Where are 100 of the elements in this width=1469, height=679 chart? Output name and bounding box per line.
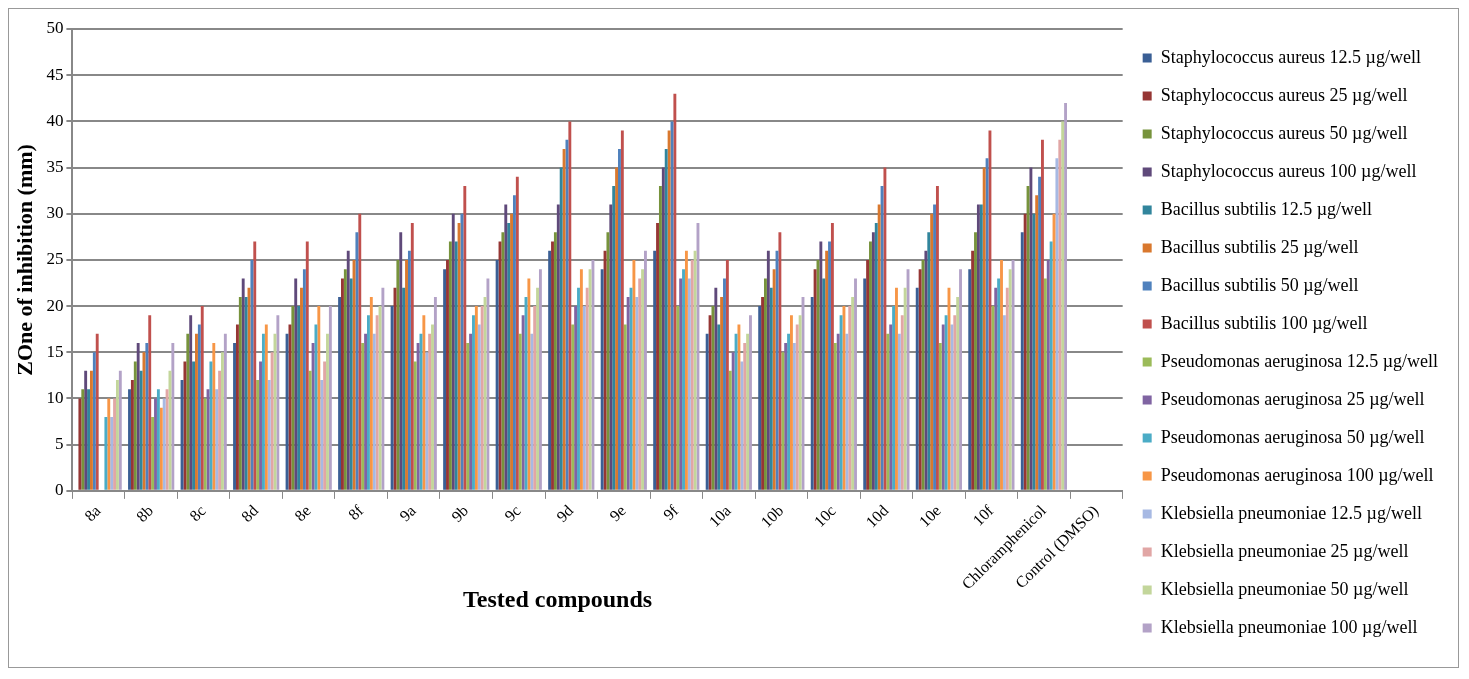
bar xyxy=(941,324,945,490)
bar xyxy=(723,278,726,490)
x-tick-label: 8d xyxy=(237,501,262,526)
bar xyxy=(536,287,539,490)
bar xyxy=(612,186,616,490)
bar xyxy=(720,296,724,490)
bar xyxy=(682,269,685,490)
bar xyxy=(92,352,96,490)
legend-label: Staphylococcus aureus 100 µg/well xyxy=(1160,160,1417,181)
bar xyxy=(472,315,475,490)
bar xyxy=(758,306,762,490)
bar xyxy=(212,343,216,490)
bar xyxy=(501,232,505,490)
bar xyxy=(644,250,647,490)
bar xyxy=(900,315,904,490)
bar xyxy=(661,167,665,490)
bar xyxy=(364,333,367,490)
bar xyxy=(769,287,773,490)
bar xyxy=(705,333,709,490)
bar xyxy=(486,278,490,490)
y-tick-label: 30 xyxy=(46,203,64,223)
bar xyxy=(743,343,747,490)
bar xyxy=(128,389,131,490)
bar xyxy=(866,259,870,490)
x-tick-label: 8c xyxy=(186,501,209,525)
bar xyxy=(953,315,957,490)
x-tick-label: 9b xyxy=(448,501,472,526)
bar xyxy=(982,167,986,490)
bar xyxy=(443,269,447,490)
bar xyxy=(772,269,776,490)
bar xyxy=(81,389,85,490)
bar xyxy=(390,306,394,490)
legend-label: Bacillus subtilis 12.5 µg/well xyxy=(1160,198,1373,219)
bar xyxy=(218,370,222,490)
bar xyxy=(197,324,201,490)
bar xyxy=(830,222,834,490)
bar xyxy=(571,324,575,490)
y-tick-label: 0 xyxy=(54,480,64,500)
bar xyxy=(375,315,379,490)
bar xyxy=(798,315,802,490)
bar xyxy=(410,222,414,490)
bar xyxy=(148,315,152,490)
bar xyxy=(84,370,88,490)
bar xyxy=(623,324,627,490)
x-tick-label: 9c xyxy=(501,501,524,525)
bar xyxy=(676,306,680,490)
bar xyxy=(1005,287,1009,490)
bar xyxy=(159,407,163,490)
bar xyxy=(994,287,998,490)
bar xyxy=(130,380,134,490)
bar xyxy=(784,343,788,490)
x-tick-label: 8f xyxy=(344,501,367,524)
bar xyxy=(89,370,93,490)
bar xyxy=(355,232,359,490)
bar xyxy=(600,269,604,490)
bar xyxy=(504,204,508,490)
y-tick-label: 10 xyxy=(46,387,64,407)
bar xyxy=(871,232,875,490)
bar xyxy=(725,259,729,490)
bar xyxy=(615,167,619,490)
bar xyxy=(974,232,977,490)
bar xyxy=(679,278,683,490)
bar xyxy=(632,259,636,490)
bar xyxy=(515,176,519,490)
bar xyxy=(1049,241,1053,490)
bar xyxy=(270,352,274,490)
bar xyxy=(186,333,190,490)
bar xyxy=(466,343,470,490)
bar xyxy=(684,250,688,490)
bar xyxy=(792,343,796,490)
bar xyxy=(609,204,613,490)
bar xyxy=(924,250,928,490)
bar xyxy=(950,324,954,490)
bar xyxy=(548,250,552,490)
bar xyxy=(620,130,624,490)
bar xyxy=(915,287,919,490)
bar xyxy=(104,416,108,490)
bar xyxy=(189,315,193,490)
x-tick-label: 10a xyxy=(705,501,734,531)
y-tick-label: 50 xyxy=(46,18,64,38)
y-tick-label: 25 xyxy=(46,249,64,269)
bar xyxy=(463,186,467,490)
bar xyxy=(422,315,426,490)
bar xyxy=(162,398,166,490)
bar xyxy=(997,278,1001,490)
x-tick-label: 8b xyxy=(132,501,157,526)
bar xyxy=(746,333,750,490)
bar xyxy=(956,296,960,490)
bar xyxy=(407,250,411,490)
bar xyxy=(991,306,995,490)
bar xyxy=(1008,269,1012,490)
legend-label: Bacillus subtilis 100 µg/well xyxy=(1160,312,1368,333)
bar xyxy=(606,232,610,490)
bar xyxy=(551,241,554,490)
bar xyxy=(87,389,90,490)
bar xyxy=(460,213,464,490)
x-tick-label: 9d xyxy=(553,501,577,526)
bar xyxy=(869,241,872,490)
x-tick-label: 10c xyxy=(810,501,839,531)
bar xyxy=(845,333,849,490)
